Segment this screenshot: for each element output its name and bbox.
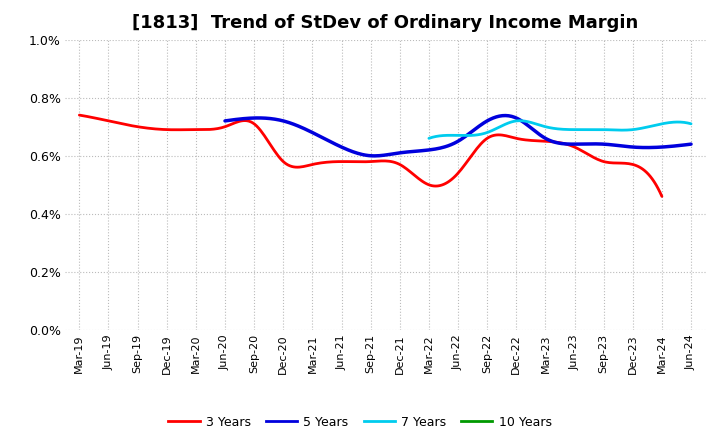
Title: [1813]  Trend of StDev of Ordinary Income Margin: [1813] Trend of StDev of Ordinary Income… (132, 15, 639, 33)
Legend: 3 Years, 5 Years, 7 Years, 10 Years: 3 Years, 5 Years, 7 Years, 10 Years (163, 411, 557, 434)
